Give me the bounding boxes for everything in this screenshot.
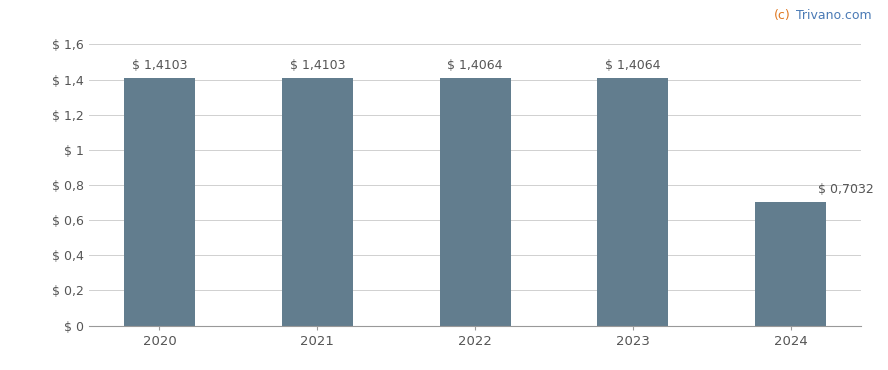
Bar — [281, 78, 353, 326]
Text: Trivano.com: Trivano.com — [792, 9, 872, 22]
Bar — [440, 78, 511, 326]
Bar — [124, 78, 195, 326]
Bar — [598, 78, 669, 326]
Text: $ 1,4064: $ 1,4064 — [605, 59, 661, 72]
Text: $ 1,4064: $ 1,4064 — [448, 59, 503, 72]
Text: (c): (c) — [774, 9, 791, 22]
Text: $ 0,7032: $ 0,7032 — [818, 183, 874, 196]
Text: $ 1,4103: $ 1,4103 — [131, 58, 187, 71]
Text: $ 1,4103: $ 1,4103 — [289, 58, 345, 71]
Bar — [755, 202, 826, 326]
